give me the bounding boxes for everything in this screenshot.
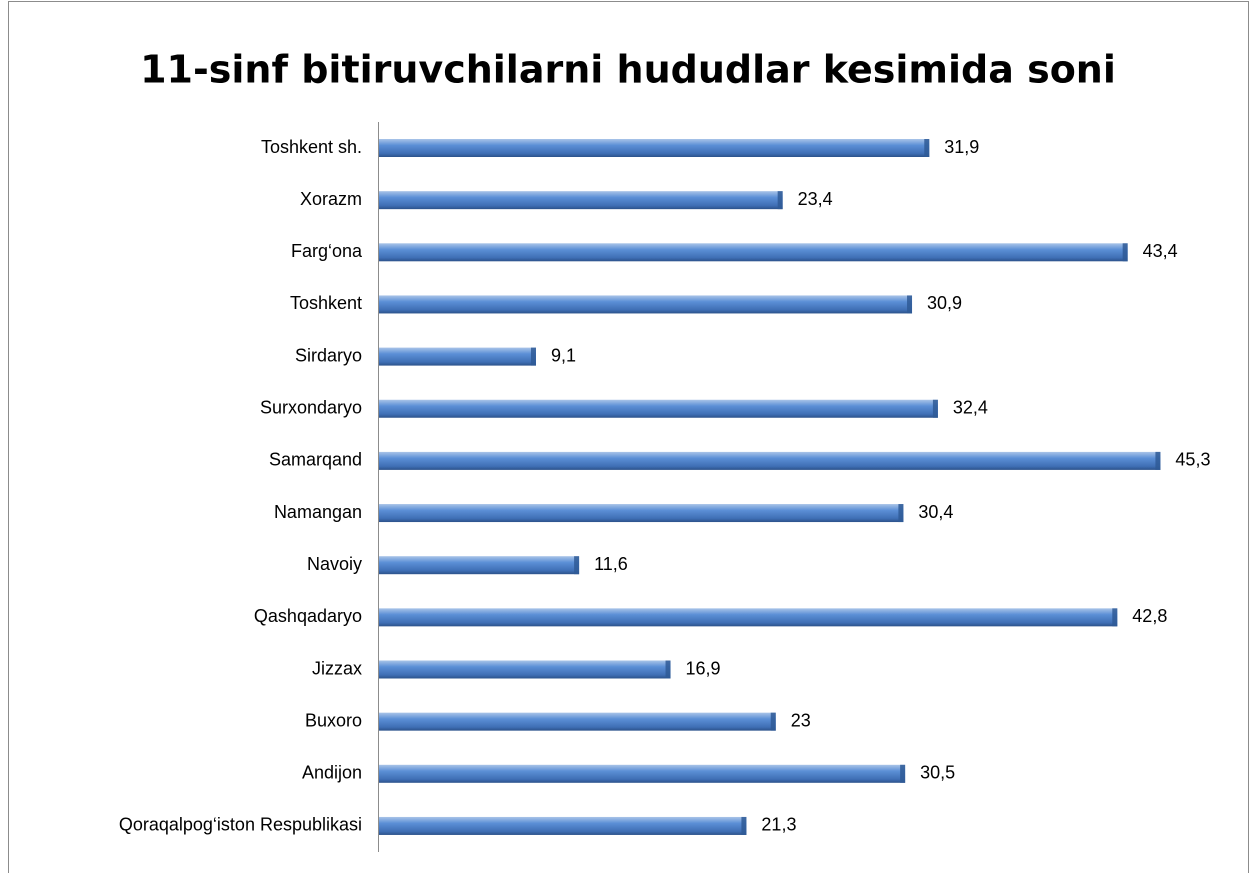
value-label: 45,3 xyxy=(1175,450,1210,470)
bar-end xyxy=(898,504,904,523)
bar-end xyxy=(665,660,671,679)
value-label: 30,9 xyxy=(927,293,962,313)
bar-end xyxy=(770,712,776,731)
value-label: 43,4 xyxy=(1143,241,1178,261)
value-label: 30,5 xyxy=(920,763,955,783)
y-tick-label: Surxondaryo xyxy=(260,398,362,418)
value-label: 21,3 xyxy=(761,815,796,835)
bar xyxy=(379,764,906,783)
y-tick-label: Qoraqalpog‘iston Respublikasi xyxy=(119,815,362,835)
y-tick-label: Samarqand xyxy=(269,450,362,470)
bar-end xyxy=(741,816,747,835)
bar xyxy=(379,347,536,366)
bar xyxy=(379,451,1161,470)
bar-end xyxy=(1122,243,1128,262)
bar xyxy=(379,399,938,418)
bar-end xyxy=(574,556,580,575)
bar xyxy=(379,295,913,314)
value-label: 23,4 xyxy=(798,189,833,209)
y-tick-label: Farg‘ona xyxy=(291,241,363,261)
y-tick-label: Jizzax xyxy=(312,658,362,678)
bar-end xyxy=(900,764,906,783)
value-label: 16,9 xyxy=(686,658,721,678)
bar xyxy=(379,139,930,157)
bar xyxy=(379,243,1128,262)
bar-end xyxy=(777,191,783,210)
y-tick-label: Xorazm xyxy=(300,189,362,209)
bar xyxy=(379,504,904,523)
bar xyxy=(379,816,747,835)
chart-title: 11-sinf bitiruvchilarni hududlar kesimid… xyxy=(140,48,1116,92)
value-label: 11,6 xyxy=(594,554,628,574)
chart-frame xyxy=(8,1,1249,873)
value-label: 32,4 xyxy=(953,398,988,418)
value-label: 23 xyxy=(791,710,811,730)
bar xyxy=(379,660,671,679)
bar xyxy=(379,191,783,210)
bar-end xyxy=(530,347,536,366)
bar xyxy=(379,712,776,731)
bar-end xyxy=(1155,451,1161,470)
bar-end xyxy=(1112,608,1118,627)
y-tick-label: Sirdaryo xyxy=(295,345,362,365)
bar-end xyxy=(907,295,913,314)
y-tick-label: Namangan xyxy=(274,502,362,522)
y-tick-label: Toshkent sh. xyxy=(261,137,362,157)
y-tick-label: Toshkent xyxy=(290,293,362,313)
value-label: 9,1 xyxy=(551,345,576,365)
bar-end xyxy=(932,399,938,418)
value-label: 31,9 xyxy=(944,137,979,157)
value-label: 30,4 xyxy=(918,502,953,522)
y-tick-label: Qashqadaryo xyxy=(254,606,362,626)
bar xyxy=(379,556,580,575)
value-label: 42,8 xyxy=(1132,606,1167,626)
y-tick-label: Buxoro xyxy=(305,710,362,730)
bar xyxy=(379,608,1118,627)
bar-end xyxy=(924,139,930,157)
y-tick-label: Navoiy xyxy=(307,554,362,574)
y-tick-label: Andijon xyxy=(302,763,362,783)
